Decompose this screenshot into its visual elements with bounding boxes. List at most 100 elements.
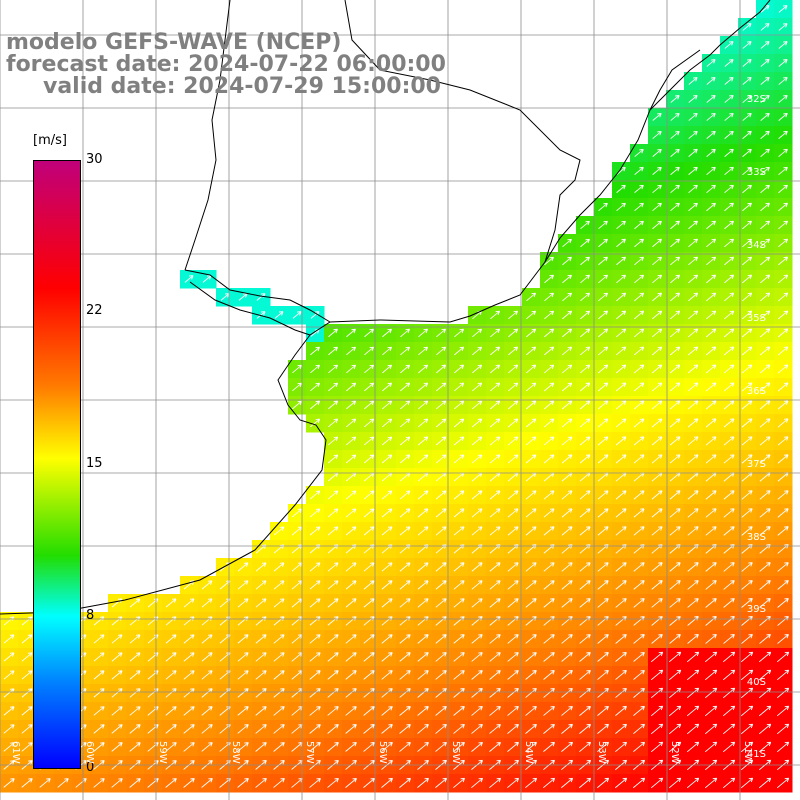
wind-arrow (273, 634, 285, 644)
wind-arrow (741, 490, 753, 500)
wind-arrow (652, 256, 662, 266)
wind-arrow (561, 454, 573, 464)
wind-arrow (615, 562, 627, 572)
wind-arrow (525, 490, 537, 500)
wind-arrow (758, 741, 772, 753)
wind-arrow (129, 652, 141, 662)
wind-arrow (328, 364, 338, 374)
wind-arrow (111, 670, 123, 680)
wind-arrow (687, 436, 699, 446)
wind-arrow (723, 616, 735, 626)
wind-arrow (686, 687, 700, 699)
wind-arrow (309, 724, 321, 734)
wind-arrow (471, 490, 483, 500)
wind-arrow (597, 436, 609, 446)
wind-arrow (777, 580, 789, 590)
wind-arrow (255, 634, 267, 644)
wind-arrow (742, 220, 752, 230)
wind-arrow (598, 274, 608, 284)
wind-arrow (633, 400, 645, 410)
wind-arrow (777, 400, 789, 410)
wind-arrow (418, 346, 429, 356)
wind-arrow (724, 148, 734, 157)
wind-arrow (580, 220, 590, 230)
wind-arrow (471, 723, 483, 734)
wind-arrow (417, 526, 429, 536)
wind-arrow (651, 364, 663, 374)
wind-arrow (742, 202, 752, 212)
wind-arrow (345, 562, 357, 572)
wind-arrow (507, 741, 519, 752)
wind-arrow (489, 400, 501, 410)
wind-arrow (274, 311, 284, 319)
wind-arrow (489, 436, 501, 446)
wind-arrow (327, 777, 339, 788)
wind-arrow (399, 526, 411, 536)
wind-arrow (111, 652, 123, 662)
wind-arrow (472, 364, 483, 374)
wind-arrow (346, 382, 357, 392)
wind-arrow (273, 652, 285, 662)
wind-arrow (650, 723, 664, 735)
wind-arrow (777, 292, 789, 302)
wind-arrow (363, 742, 375, 752)
wind-arrow (597, 580, 609, 590)
wind-arrow (328, 328, 338, 338)
wind-arrow (579, 705, 591, 716)
lon-label-58w: 58W (230, 741, 241, 764)
wind-arrow (363, 777, 375, 788)
wind-arrow (632, 777, 646, 789)
wind-arrow (309, 508, 321, 518)
wind-arrow (651, 418, 663, 428)
wind-arrow (688, 166, 698, 175)
wind-arrow (776, 669, 790, 681)
wind-arrow (650, 687, 664, 699)
wind-arrow (759, 562, 771, 572)
wind-arrow (255, 562, 267, 572)
wind-arrow (435, 454, 447, 464)
wind-arrow (688, 220, 698, 230)
wind-arrow (651, 382, 663, 392)
wind-arrow (651, 598, 663, 608)
wind-arrow (364, 346, 374, 356)
wind-arrow (381, 724, 393, 734)
wind-arrow (562, 292, 572, 302)
wind-arrow (111, 634, 123, 644)
wind-arrow (742, 41, 752, 49)
wind-arrow (741, 526, 753, 536)
wind-arrow (650, 669, 664, 681)
wind-arrow (597, 652, 609, 662)
wind-arrow (615, 454, 627, 464)
wind-arrow (417, 418, 429, 428)
wind-arrow (201, 598, 213, 608)
wind-arrow (615, 598, 627, 608)
wind-arrow (776, 723, 790, 735)
wind-arrow (759, 346, 771, 356)
wind-arrow (237, 598, 249, 608)
wind-arrow (417, 670, 429, 680)
wind-arrow (399, 598, 411, 608)
wind-arrow (688, 184, 698, 194)
wind-arrow (705, 454, 717, 464)
wind-arrow (435, 508, 447, 518)
wind-arrow (722, 741, 736, 753)
wind-arrow (436, 346, 447, 356)
wind-arrow (777, 490, 789, 500)
wind-arrow (723, 400, 735, 410)
wind-arrow (722, 723, 736, 735)
wind-arrow (634, 220, 644, 230)
wind-arrow (471, 562, 483, 572)
wind-arrow (363, 490, 375, 500)
wind-arrow (543, 598, 555, 608)
wind-arrow (399, 580, 411, 590)
wind-arrow (543, 705, 555, 716)
wind-arrow (760, 23, 770, 31)
wind-arrow (364, 400, 375, 410)
wind-arrow (399, 562, 411, 572)
lat-label-41s: 41S (746, 749, 766, 760)
wind-arrow (723, 328, 735, 338)
wind-arrow (435, 490, 447, 500)
wind-arrow (489, 616, 501, 626)
wind-arrow (669, 400, 681, 410)
wind-arrow (740, 777, 754, 789)
